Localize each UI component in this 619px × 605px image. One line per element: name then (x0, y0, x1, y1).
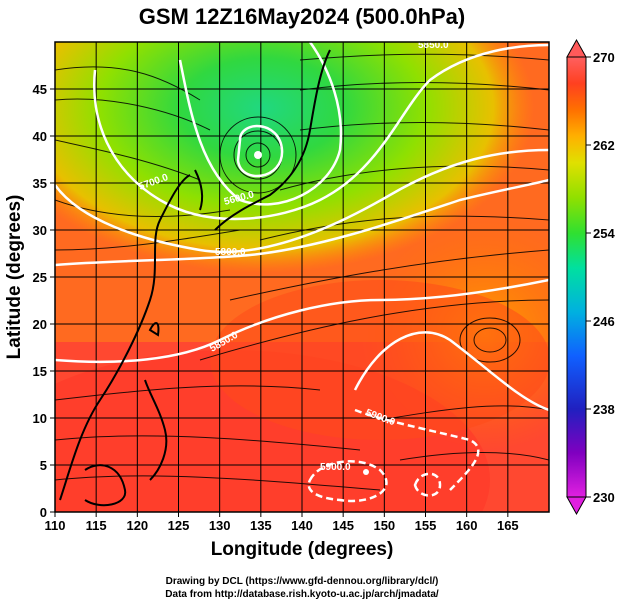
y-tick-label: 0 (40, 505, 47, 520)
x-axis: 110 115 120 125 130 135 140 145 150 155 160 165 (45, 512, 519, 533)
x-tick-label: 110 (45, 518, 66, 533)
contour-label: 5800.0 (215, 247, 246, 258)
contour-5880 (353, 331, 549, 412)
credit-drawing: Drawing by DCL (https://www.gfd-dennou.o… (166, 576, 439, 587)
central-warm-region (210, 280, 549, 440)
x-tick-label: 115 (86, 518, 107, 533)
contour-5600 (93, 43, 549, 221)
plot-area: 5700.0 5600.0 5800.0 5850.0 5900.0 5850.… (55, 40, 549, 512)
colorbar-top-arrow (566, 38, 587, 58)
y-tick-label: 40 (33, 129, 47, 144)
colorbar-bottom-arrow (566, 496, 587, 516)
contour-5900 (354, 408, 480, 491)
contour-5500 (178, 42, 343, 206)
coastline-taiwan (148, 322, 160, 337)
y-axis: 0 5 10 15 20 25 30 35 40 45 (33, 82, 55, 520)
coastline-philippines (144, 379, 168, 481)
y-tick-label: 30 (33, 223, 47, 238)
colorbar-tick-label: 246 (593, 314, 615, 329)
colorbar-tick-label: 238 (593, 402, 615, 417)
colorbar-gradient (566, 56, 587, 498)
height-contours (55, 42, 549, 503)
contour-5850 (55, 278, 549, 364)
colorbar-tick-label: 254 (593, 226, 615, 241)
x-tick-label: 135 (250, 518, 272, 533)
colorbar: 230 238 246 254 262 270 (566, 38, 615, 516)
coastline-korea (194, 169, 204, 211)
y-tick-label: 35 (33, 176, 47, 191)
y-axis-label: Latitude (degrees) (4, 195, 25, 360)
x-tick-label: 130 (209, 518, 231, 533)
coastlines (59, 49, 331, 507)
x-tick-label: 125 (168, 518, 190, 533)
x-tick-label: 120 (126, 518, 148, 533)
colorbar-tick-label: 230 (593, 490, 615, 505)
x-tick-label: 165 (497, 518, 519, 533)
credit-data: Data from http://database.rish.kyoto-u.a… (165, 589, 439, 600)
chart-title: GSM 12Z16May2024 (500.0hPa) (139, 4, 466, 29)
x-tick-label: 150 (373, 518, 395, 533)
streamlines (55, 53, 549, 491)
coastline-japan (214, 49, 331, 231)
x-axis-label: Longitude (degrees) (211, 539, 394, 560)
coastline-asia (59, 174, 191, 501)
y-tick-label: 45 (33, 82, 47, 97)
contour-label: 5900.0 (320, 462, 351, 473)
colorbar-tick-label: 270 (593, 50, 615, 65)
y-tick-label: 5 (40, 458, 47, 473)
contour-label: 5850.0 (418, 40, 449, 51)
contour-5800 (55, 178, 549, 267)
y-tick-label: 10 (33, 411, 47, 426)
contour-5700 (55, 148, 549, 254)
contour-5900c (413, 472, 442, 497)
colorbar-ticks: 230 238 246 254 262 270 (586, 50, 615, 505)
x-tick-label: 140 (291, 518, 313, 533)
x-tick-label: 155 (415, 518, 437, 533)
x-tick-label: 145 (332, 518, 354, 533)
colorbar-tick-label: 262 (593, 138, 615, 153)
x-tick-label: 160 (456, 518, 478, 533)
low-center-marker (254, 151, 262, 159)
coastline-borneo (84, 464, 127, 507)
y-tick-label: 15 (33, 364, 47, 379)
contour-5900b (307, 460, 388, 503)
y-tick-label: 20 (33, 317, 47, 332)
y-tick-label: 25 (33, 270, 47, 285)
high-center-marker (363, 469, 369, 475)
contour-5400 (236, 124, 284, 178)
